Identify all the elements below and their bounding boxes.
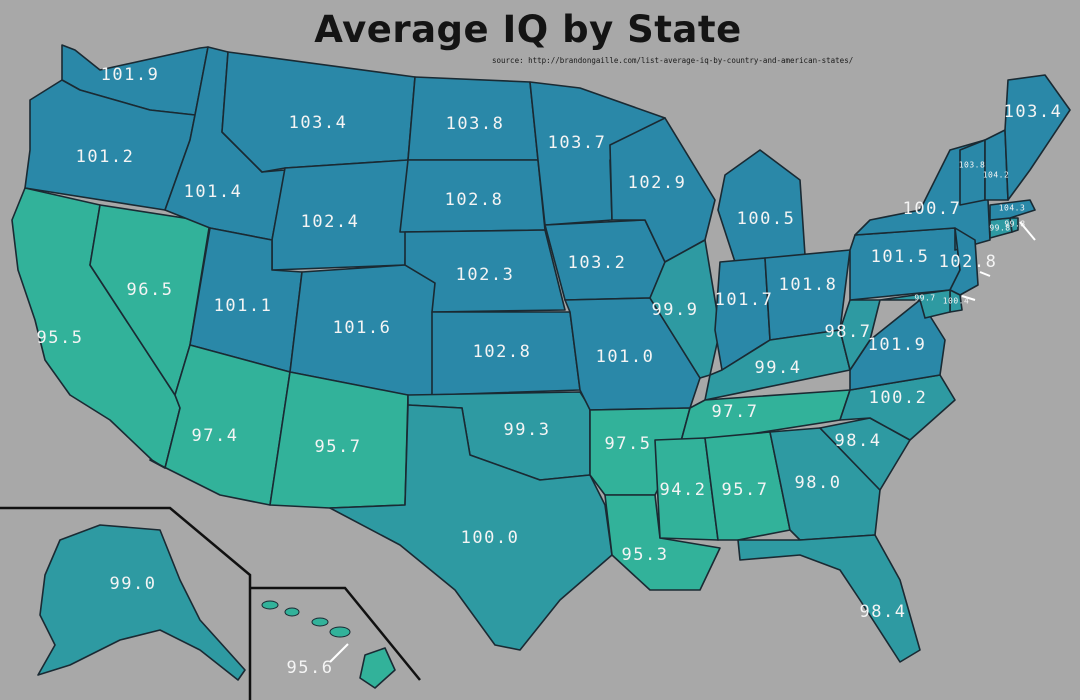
iq-label-vt: 103.8 xyxy=(959,161,986,170)
iq-label-or: 101.2 xyxy=(76,147,135,167)
iq-label-ne: 102.3 xyxy=(456,265,515,285)
iq-label-ok: 99.3 xyxy=(504,420,551,440)
iq-label-co: 101.6 xyxy=(333,318,392,338)
state-mt xyxy=(221,51,416,173)
state-md xyxy=(879,289,951,319)
state-ri xyxy=(1009,217,1019,233)
iq-label-ak: 99.0 xyxy=(110,574,157,594)
iq-label-al: 95.7 xyxy=(722,480,769,500)
iq-label-ca: 95.5 xyxy=(37,328,84,348)
iq-label-wv: 98.7 xyxy=(825,322,872,342)
iq-label-nd: 103.8 xyxy=(446,114,505,134)
iq-label-ma: 104.3 xyxy=(999,204,1026,213)
iq-label-ky: 99.4 xyxy=(755,358,802,378)
leader-line-1 xyxy=(1019,221,1036,241)
hawaii-island-2 xyxy=(284,607,300,617)
iq-label-ny: 100.7 xyxy=(903,199,962,219)
iq-label-ia: 103.2 xyxy=(568,253,627,273)
state-ak xyxy=(37,524,246,681)
iq-label-nj: 102.8 xyxy=(939,252,998,272)
iq-label-de: 100.4 xyxy=(943,297,970,306)
state-mi xyxy=(717,149,806,263)
map-title: Average IQ by State xyxy=(314,8,742,51)
iq-label-ms: 94.2 xyxy=(660,480,707,500)
iq-label-in: 101.7 xyxy=(715,290,774,310)
alaska-inset-border xyxy=(0,506,252,700)
iq-label-nh: 104.2 xyxy=(983,171,1010,180)
leader-line-3 xyxy=(961,295,976,301)
iq-label-az: 97.4 xyxy=(192,426,239,446)
state-ma xyxy=(989,199,1036,221)
state-fl xyxy=(737,534,921,663)
hawaii-island-3 xyxy=(311,617,329,627)
iq-label-mn: 103.7 xyxy=(548,133,607,153)
iq-label-pa: 101.5 xyxy=(871,247,930,267)
iq-label-nc: 100.2 xyxy=(869,388,928,408)
iq-label-va: 101.9 xyxy=(868,335,927,355)
iq-label-la: 95.3 xyxy=(622,545,669,565)
hawaii-inset-border xyxy=(250,586,421,681)
state-tx xyxy=(329,404,613,651)
iq-label-sc: 98.4 xyxy=(835,431,882,451)
state-hi xyxy=(359,647,396,689)
iq-label-mi: 100.5 xyxy=(737,209,796,229)
iq-label-ut: 101.1 xyxy=(214,296,273,316)
state-me xyxy=(1004,74,1071,201)
iq-label-wy: 102.4 xyxy=(301,212,360,232)
iq-label-wi: 102.9 xyxy=(628,173,687,193)
iq-label-oh: 101.8 xyxy=(779,275,838,295)
hawaii-island-1 xyxy=(261,600,279,610)
iq-label-me: 103.4 xyxy=(1004,102,1063,122)
iq-label-mo: 101.0 xyxy=(596,347,655,367)
leader-line-4 xyxy=(329,643,349,663)
state-wv xyxy=(839,299,881,371)
iq-label-fl: 98.4 xyxy=(860,602,907,622)
iq-label-ks: 102.8 xyxy=(473,342,532,362)
iq-label-ga: 98.0 xyxy=(795,473,842,493)
iq-label-ar: 97.5 xyxy=(605,434,652,454)
iq-label-wa: 101.9 xyxy=(101,65,160,85)
state-la xyxy=(604,494,721,591)
hawaii-island-4 xyxy=(329,626,351,638)
iq-label-ct: 99.8 xyxy=(989,224,1010,233)
state-nh xyxy=(984,129,1009,201)
iq-label-hi: 95.6 xyxy=(287,658,334,678)
iq-label-tn: 97.7 xyxy=(712,402,759,422)
state-al xyxy=(704,431,791,541)
iq-label-id: 101.4 xyxy=(184,182,243,202)
iq-label-md: 99.7 xyxy=(914,294,935,303)
iq-label-il: 99.9 xyxy=(652,300,699,320)
iq-label-nm: 95.7 xyxy=(315,437,362,457)
state-vt xyxy=(959,139,986,206)
iq-label-ri: 99.8 xyxy=(1004,220,1025,229)
iq-label-nv: 96.5 xyxy=(127,280,174,300)
source-note: source: http://brandongaille.com/list-av… xyxy=(492,56,854,65)
iq-label-sd: 102.8 xyxy=(445,190,504,210)
iq-label-mt: 103.4 xyxy=(289,113,348,133)
leader-line-2 xyxy=(979,271,991,277)
iq-label-tx: 100.0 xyxy=(461,528,520,548)
state-wy xyxy=(271,159,409,271)
